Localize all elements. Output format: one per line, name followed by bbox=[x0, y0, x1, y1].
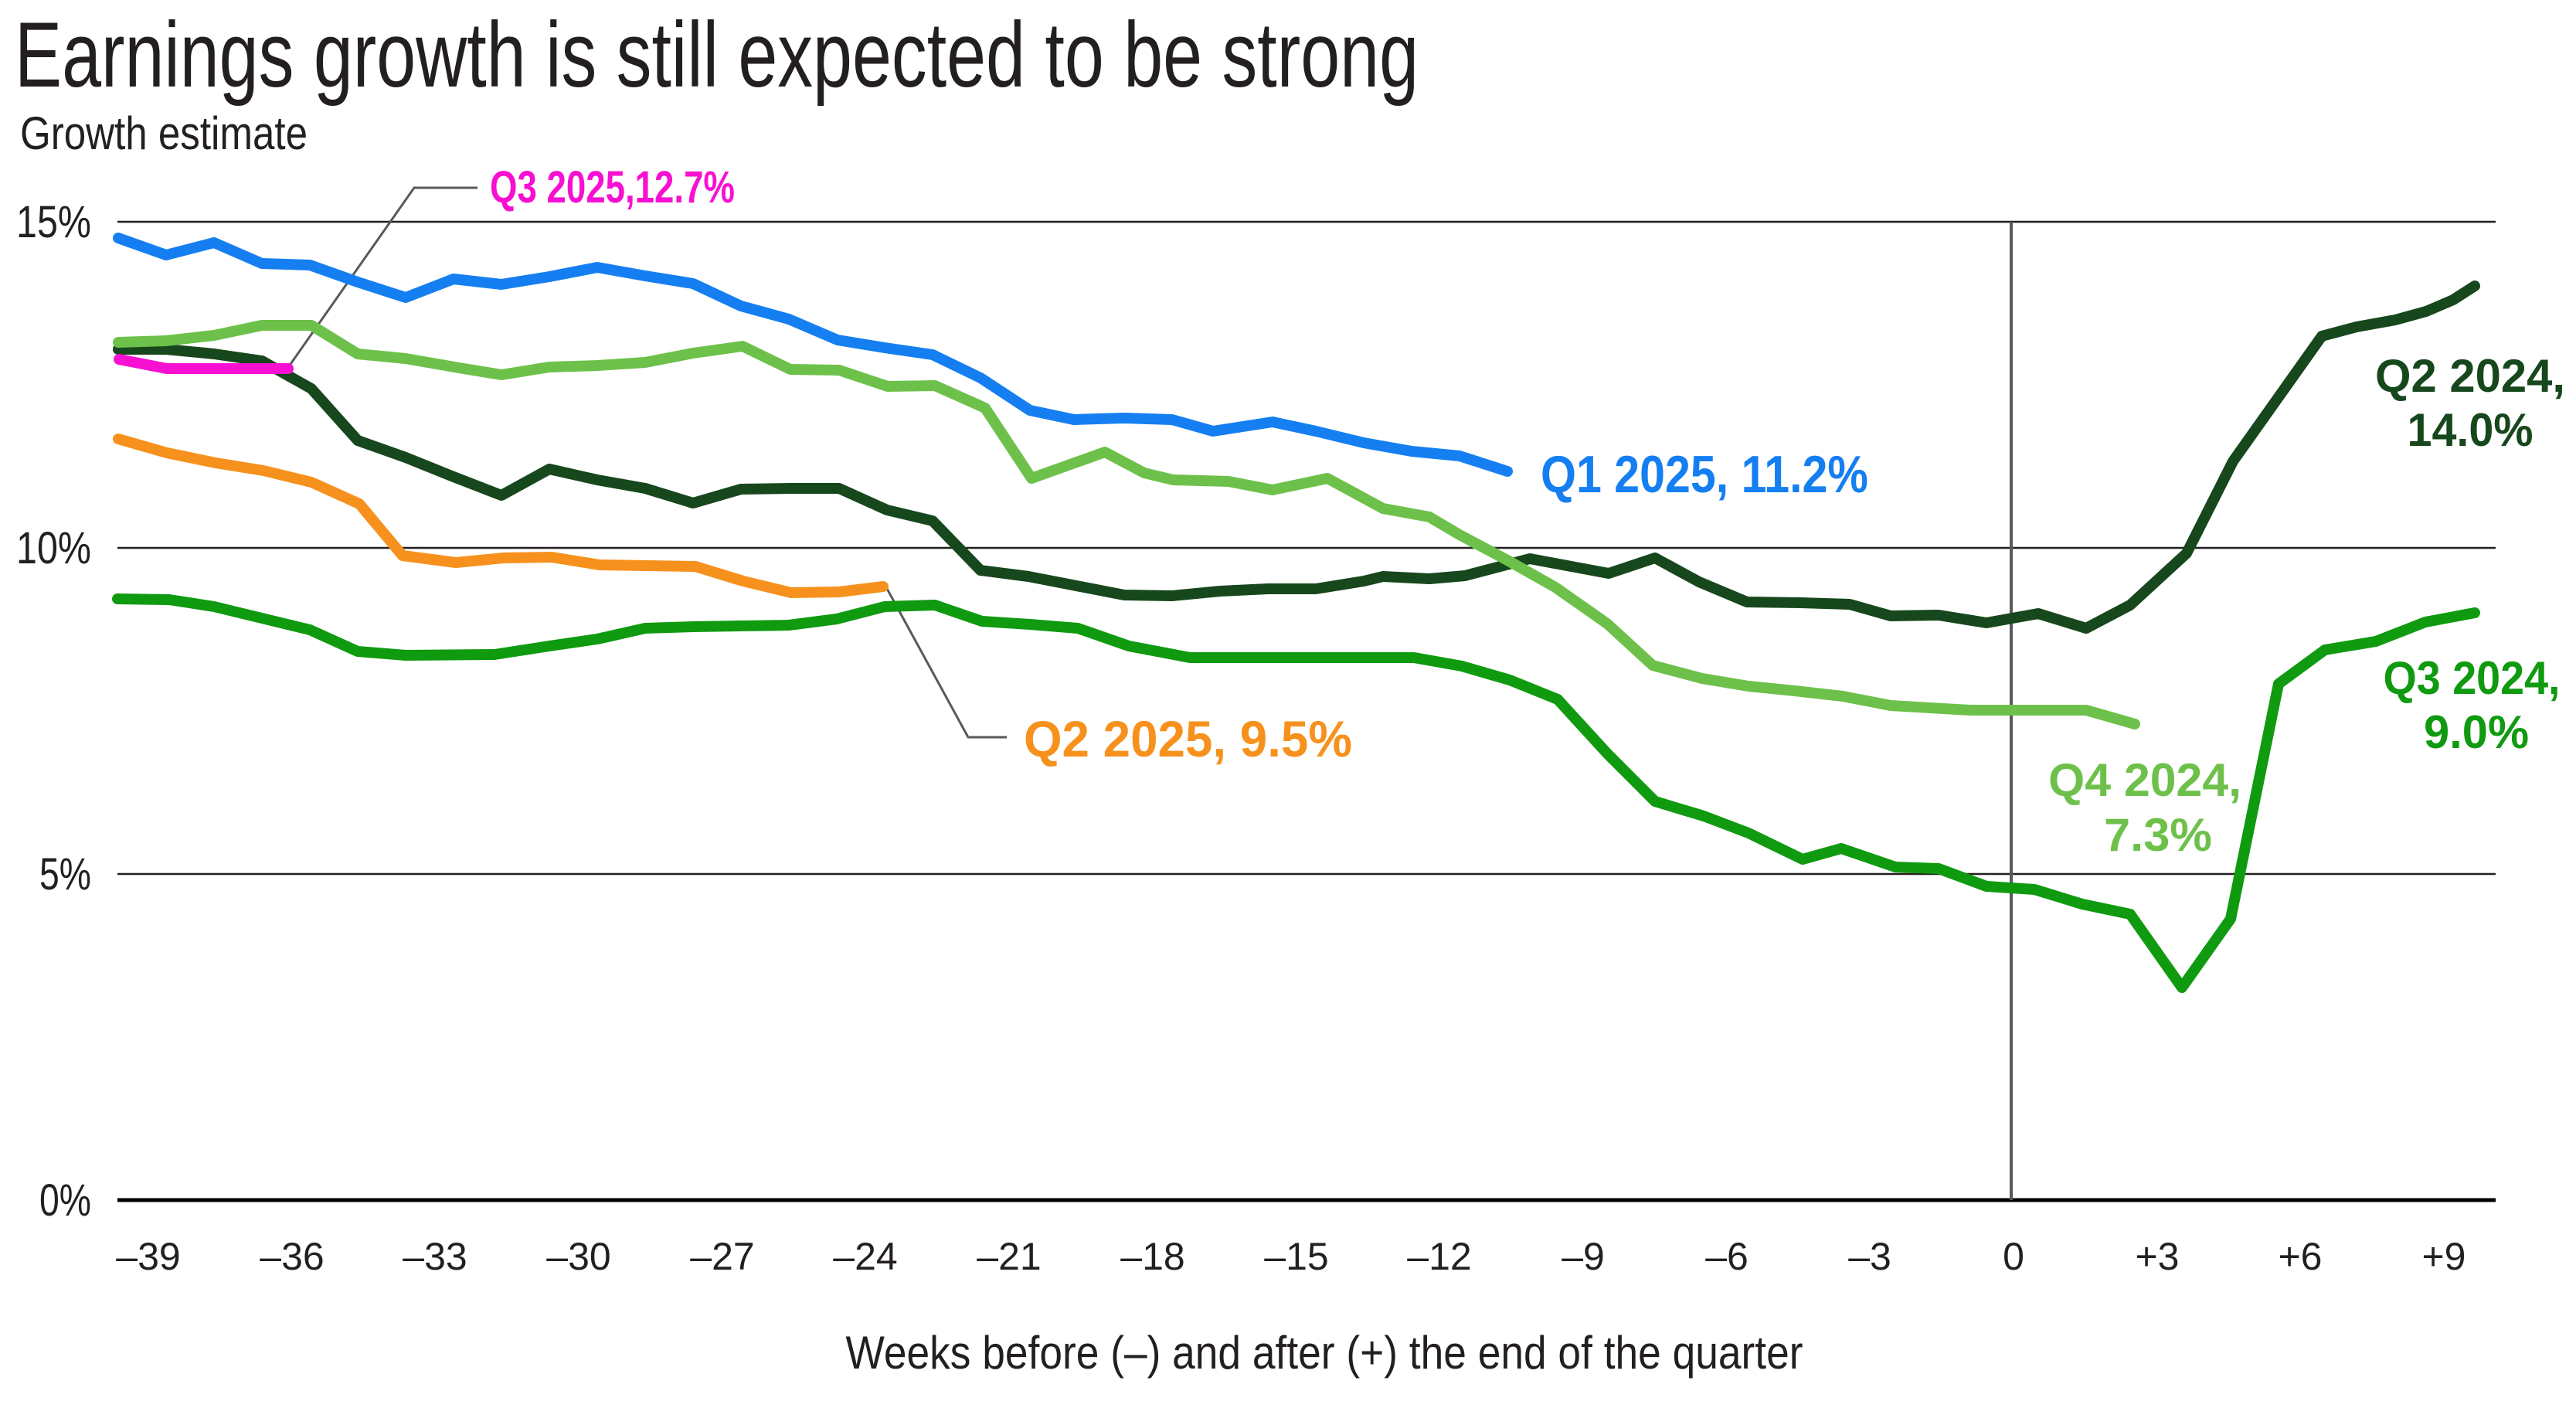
svg-text:14.0%: 14.0% bbox=[2408, 404, 2534, 456]
svg-text:–36: –36 bbox=[260, 1235, 324, 1278]
svg-text:Q3 2024,: Q3 2024, bbox=[2384, 652, 2561, 704]
svg-text:Growth estimate: Growth estimate bbox=[20, 107, 308, 159]
svg-text:–24: –24 bbox=[833, 1235, 897, 1278]
svg-text:–3: –3 bbox=[1848, 1235, 1891, 1278]
svg-text:–9: –9 bbox=[1562, 1235, 1605, 1278]
svg-text:Weeks before (–) and after (+): Weeks before (–) and after (+) the end o… bbox=[846, 1327, 1803, 1379]
svg-text:Earnings growth is still expec: Earnings growth is still expected to be … bbox=[15, 3, 1419, 107]
svg-text:Q1 2025, 11.2%: Q1 2025, 11.2% bbox=[1541, 445, 1868, 504]
svg-text:–39: –39 bbox=[116, 1235, 180, 1278]
svg-text:Q4 2024,: Q4 2024, bbox=[2048, 754, 2241, 806]
svg-text:Q2 2025, 9.5%: Q2 2025, 9.5% bbox=[1024, 710, 1352, 767]
svg-text:–21: –21 bbox=[977, 1235, 1041, 1278]
svg-text:9.0%: 9.0% bbox=[2424, 706, 2529, 758]
svg-text:–18: –18 bbox=[1120, 1235, 1184, 1278]
svg-text:–33: –33 bbox=[403, 1235, 467, 1278]
svg-text:0%: 0% bbox=[39, 1175, 91, 1226]
svg-text:Q3 2025,12.7%: Q3 2025,12.7% bbox=[490, 162, 735, 213]
svg-text:0: 0 bbox=[2003, 1235, 2024, 1278]
svg-text:7.3%: 7.3% bbox=[2104, 809, 2212, 861]
svg-text:+9: +9 bbox=[2421, 1235, 2466, 1278]
svg-text:–12: –12 bbox=[1407, 1235, 1471, 1278]
svg-text:–6: –6 bbox=[1705, 1235, 1748, 1278]
svg-text:+3: +3 bbox=[2135, 1235, 2179, 1278]
svg-text:5%: 5% bbox=[39, 849, 91, 899]
svg-text:+6: +6 bbox=[2278, 1235, 2322, 1278]
svg-text:–27: –27 bbox=[690, 1235, 754, 1278]
svg-text:10%: 10% bbox=[16, 523, 91, 573]
svg-text:–30: –30 bbox=[546, 1235, 610, 1278]
svg-text:Q2 2024,: Q2 2024, bbox=[2375, 350, 2565, 402]
svg-text:15%: 15% bbox=[16, 197, 91, 247]
svg-text:–15: –15 bbox=[1264, 1235, 1328, 1278]
